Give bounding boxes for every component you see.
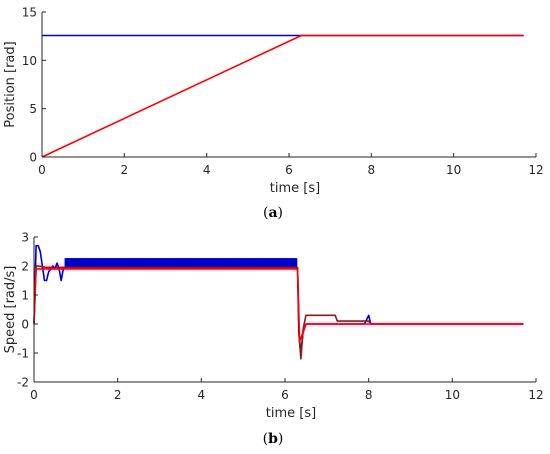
subfigure-label-a: (a) (263, 205, 283, 221)
position-x-tick-label: 6 (285, 163, 293, 177)
subfigure-label-b: (b) (263, 431, 284, 447)
speed-y-tick-label: -2 (17, 376, 29, 390)
speed-x-tick-label: 12 (528, 388, 543, 402)
position-x-tick-label: 0 (38, 163, 46, 177)
speed-x-tick-label: 0 (30, 388, 38, 402)
position-y-tick-label: 5 (29, 102, 37, 116)
position-y-tick-label: 10 (22, 54, 37, 68)
position-chart: 0 2 4 6 8 10 12 0 5 10 15 time [s] Position [rad]… (3, 6, 544, 222)
position-y-tick-label: 0 (29, 151, 37, 165)
speed-x-ticks: 0 2 4 6 8 10 12 (30, 378, 544, 402)
speed-x-tick-label: 4 (198, 388, 206, 402)
speed-y-tick-label: -1 (17, 347, 29, 361)
speed-envelope-band (34, 263, 524, 359)
speed-series-line-1 (33, 244, 524, 354)
speed-x-tick-label: 10 (445, 388, 460, 402)
position-x-ticks: 0 2 4 6 8 10 12 (38, 153, 544, 177)
position-x-tick-label: 8 (368, 163, 376, 177)
speed-y-tick-label: 2 (21, 260, 29, 274)
speed-x-tick-label: 8 (365, 388, 373, 402)
position-y-axis-label: Position [rad] (3, 41, 18, 127)
position-x-tick-label: 2 (121, 163, 129, 177)
position-y-ticks: 0 5 10 15 (22, 6, 46, 165)
position-x-tick-label: 4 (203, 163, 211, 177)
speed-series-line-2 (33, 265, 524, 360)
speed-y-axis-label: Speed [rad/s] (3, 266, 18, 354)
position-x-tick-label: 12 (528, 163, 543, 177)
speed-y-ticks: -2 -1 0 1 2 3 (17, 231, 38, 390)
position-axes (41, 12, 536, 158)
speed-x-axis-label: time [s] (266, 406, 316, 421)
speed-y-tick-label: 3 (21, 231, 29, 245)
position-x-tick-label: 10 (446, 163, 461, 177)
speed-series-group (33, 244, 524, 360)
speed-x-tick-label: 6 (281, 388, 289, 402)
position-x-axis-label: time [s] (270, 181, 320, 196)
speed-series-line-3 (33, 268, 524, 343)
speed-band-area (34, 263, 524, 359)
position-y-tick-label: 15 (22, 6, 37, 20)
position-series-line-2 (41, 34, 524, 158)
speed-x-tick-label: 2 (114, 388, 122, 402)
speed-y-tick-label: 0 (21, 318, 29, 332)
position-series-group (41, 34, 524, 158)
speed-y-tick-label: 1 (21, 289, 29, 303)
